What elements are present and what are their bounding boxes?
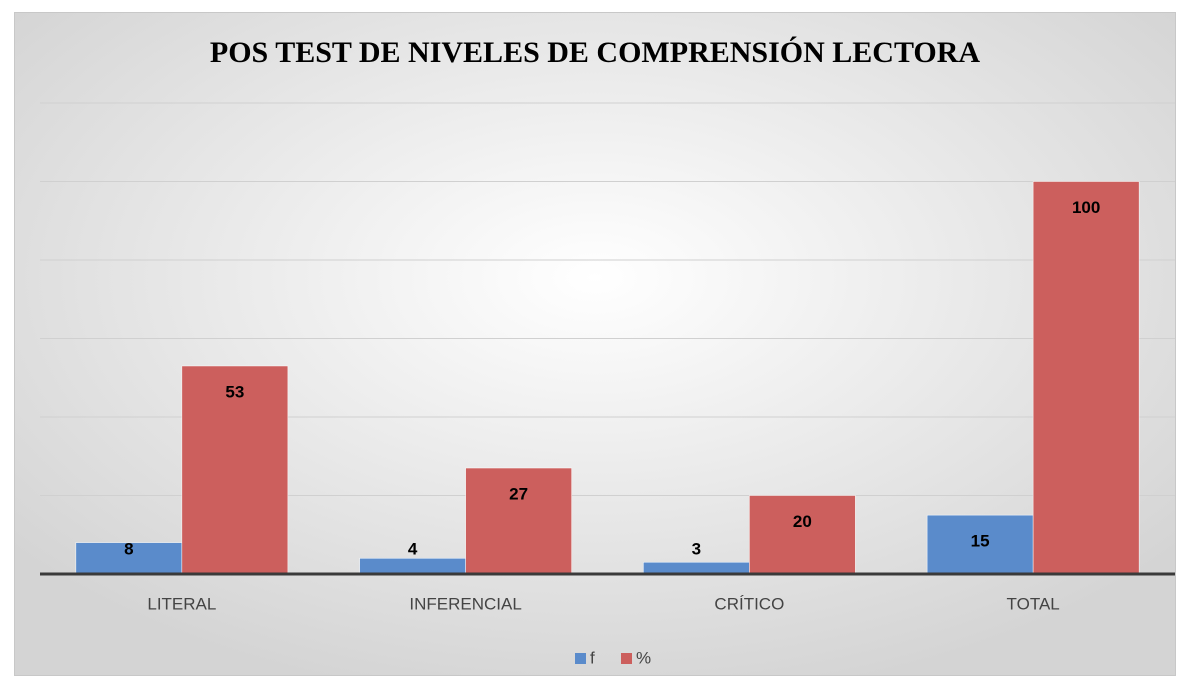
bar — [181, 365, 289, 575]
data-label: 53 — [225, 382, 244, 401]
bar — [359, 558, 466, 575]
bar — [465, 467, 572, 575]
data-label: 4 — [408, 539, 418, 558]
legend-label: % — [636, 648, 651, 667]
bar — [643, 561, 750, 575]
data-label: 3 — [692, 539, 701, 558]
legend-label: f — [590, 648, 595, 667]
data-label: 20 — [793, 512, 812, 531]
chart-area — [14, 12, 1176, 676]
data-label: 15 — [971, 532, 990, 551]
bar — [926, 514, 1034, 575]
x-tick-label: TOTAL — [1007, 594, 1060, 613]
x-tick-label: LITERAL — [147, 594, 216, 613]
data-label: 100 — [1072, 198, 1100, 217]
data-label: 27 — [509, 485, 528, 504]
bar — [749, 495, 856, 575]
legend-swatch — [575, 653, 586, 664]
legend-swatch — [621, 653, 632, 664]
bar — [1032, 181, 1140, 575]
chart-title: POS TEST DE NIVELES DE COMPRENSIÓN LECTO… — [210, 36, 981, 69]
data-label: 8 — [124, 539, 133, 558]
x-tick-label: INFERENCIAL — [409, 594, 521, 613]
x-tick-label: CRÍTICO — [714, 594, 784, 613]
